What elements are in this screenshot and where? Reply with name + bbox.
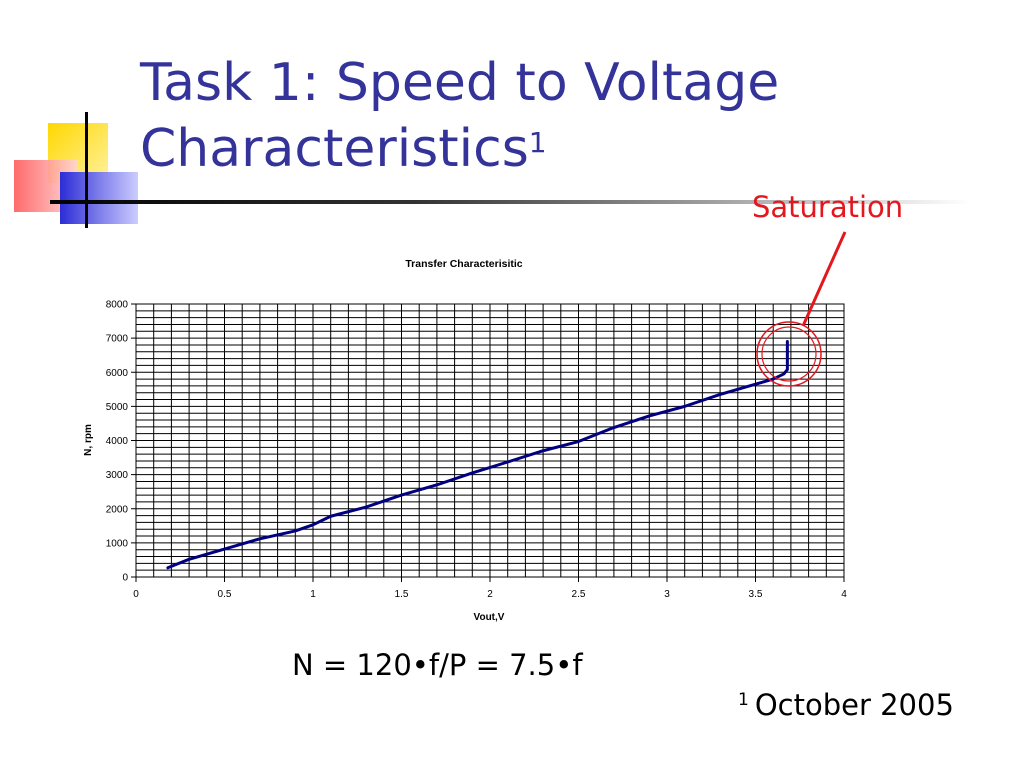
y-tick-label: 8000 [106,300,129,311]
title-line-1: Task 1: Speed to Voltage [140,53,780,113]
footnote-marker: 1 [738,690,749,710]
x-tick-label: 3 [664,589,670,600]
footnote-date: October 2005 [754,688,954,722]
decor-horizontal-rule [50,200,970,204]
y-tick-label: 2000 [106,504,129,515]
speed-formula: N = 120•f/P = 7.5•f [292,648,583,682]
data-series [166,340,789,570]
y-tick-label: 5000 [106,402,129,413]
x-tick-label: 1 [310,589,316,600]
title-line-2: Characteristics [140,119,529,179]
slide-title: Task 1: Speed to Voltage Characteristics1 [140,50,779,182]
chart-grid [136,304,844,577]
y-tick-label: 1000 [106,538,129,549]
saturation-pointer [801,231,847,327]
title-footnote-marker: 1 [528,126,547,159]
decor-blue-square [60,172,138,224]
y-tick-label: 7000 [106,334,129,345]
x-axis-label: Vout,V [474,612,505,623]
saturation-annotation: Saturation [752,190,904,224]
y-axis-ticks: 0 1000 2000 3000 4000 5000 6000 7000 8000 [106,300,136,584]
y-tick-label: 3000 [106,470,129,481]
x-tick-label: 0 [133,589,139,600]
chart-title: Transfer Characterisitic [405,258,522,270]
saturation-circle-inner [761,326,817,382]
x-tick-label: 2.5 [572,589,586,600]
x-tick-label: 0.5 [218,589,232,600]
x-axis-ticks: 0 0.5 1 1.5 2 2.5 3 3.5 4 [133,577,847,600]
x-tick-label: 2 [487,589,493,600]
x-tick-label: 1.5 [395,589,409,600]
y-tick-label: 0 [122,573,128,584]
y-tick-label: 4000 [106,436,129,447]
y-axis-label: N, rpm [83,424,94,456]
series-line [166,340,789,570]
x-tick-label: 4 [841,589,847,600]
y-tick-label: 6000 [106,368,129,379]
footnote: 1 October 2005 [738,688,954,722]
decor-vertical-line [85,112,88,228]
saturation-circle-outer [756,321,822,387]
x-tick-label: 3.5 [749,589,763,600]
